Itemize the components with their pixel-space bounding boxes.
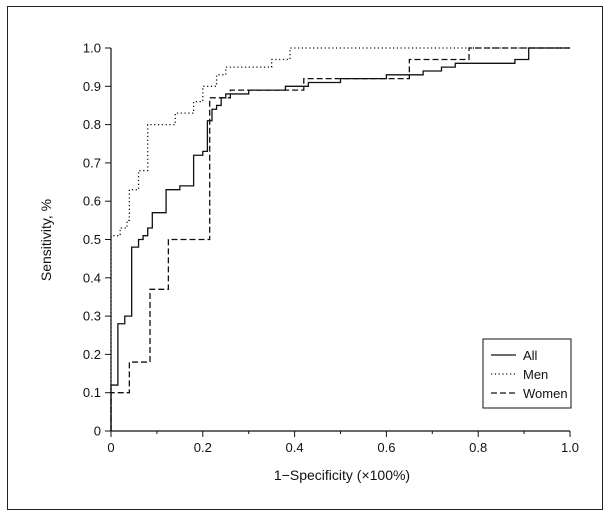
x-tick-label: 0.8: [469, 440, 487, 455]
y-tick-label: 0.1: [83, 385, 101, 400]
y-tick-label: 0.6: [83, 194, 101, 209]
series-layer: [110, 47, 570, 431]
legend: All Men Women: [482, 338, 572, 409]
x-tick-label: 0.6: [377, 440, 395, 455]
series-line-women: [110, 47, 570, 431]
legend-label-all: All: [523, 348, 538, 363]
y-tick-label: 1.0: [83, 41, 101, 56]
legend-box: [482, 338, 572, 409]
x-tick-label: 0: [107, 440, 114, 455]
figure-frame: [7, 6, 603, 510]
y-tick-label: 0.7: [83, 155, 101, 170]
y-tick-label: 0.5: [83, 232, 101, 247]
x-tick-label: 0.2: [194, 440, 212, 455]
y-tick-label: 0.4: [83, 270, 101, 285]
series-line-all: [110, 47, 570, 431]
x-tick-label: 0.4: [286, 440, 304, 455]
x-tick-label: 1.0: [561, 440, 579, 455]
axes: 0 0.2 0.4 0.6 0.8 1.0 0 0.1 0.2 0.3 0.4 0.5 0.6 0.7 0.…: [83, 41, 579, 456]
y-axis-label: Sensitivity, %: [38, 199, 54, 281]
x-axis-label: 1−Specificity (×100%): [274, 467, 410, 483]
legend-label-men: Men: [523, 367, 548, 382]
y-tick-label: 0.8: [83, 117, 101, 132]
y-tick-label: 0.9: [83, 79, 101, 94]
legend-label-women: Women: [523, 386, 568, 401]
y-tick-label: 0.3: [83, 309, 101, 324]
y-tick-label: 0.2: [83, 347, 101, 362]
series-line-men: [110, 47, 570, 431]
y-tick-label: 0: [94, 424, 101, 439]
